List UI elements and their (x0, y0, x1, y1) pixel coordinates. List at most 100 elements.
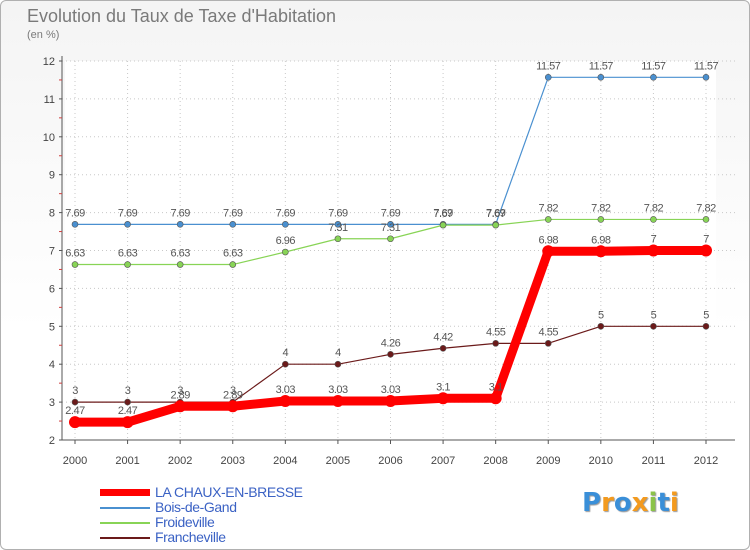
data-point (437, 392, 450, 405)
data-label: 4.55 (486, 326, 506, 338)
data-point (124, 221, 131, 228)
x-tick-label: 2003 (221, 455, 245, 467)
x-tick-label: 2008 (483, 455, 507, 467)
data-label: 3.1 (489, 381, 503, 393)
x-tick-label: 2012 (694, 455, 718, 467)
data-label: 3.03 (381, 384, 401, 396)
data-label: 7.69 (170, 207, 190, 219)
data-label: 4.42 (433, 331, 453, 343)
data-point (594, 245, 607, 258)
data-label: 3 (72, 385, 78, 397)
data-label: 3 (177, 385, 183, 397)
legend-swatch (100, 537, 150, 539)
data-point (544, 216, 552, 223)
y-tick-label: 10 (43, 132, 55, 144)
x-tick-label: 2001 (115, 455, 139, 467)
data-label: 2.47 (118, 405, 138, 417)
data-label: 4 (283, 347, 289, 359)
data-label: 5 (703, 309, 709, 321)
y-tick-label: 8 (49, 208, 55, 220)
y-tick-label: 9 (49, 170, 55, 182)
data-point (387, 221, 394, 228)
data-label: 5 (651, 309, 657, 321)
data-label: 3.1 (436, 381, 450, 393)
data-point (282, 221, 289, 228)
legend-swatch (100, 522, 150, 524)
data-point (69, 416, 81, 429)
x-tick-label: 2009 (536, 455, 560, 467)
data-point (542, 245, 555, 258)
data-label: 3 (230, 385, 236, 397)
data-label: 7.82 (539, 202, 559, 214)
data-label: 7.82 (591, 202, 611, 214)
data-label: 11.57 (641, 60, 666, 72)
legend-label: Froideville (155, 514, 215, 530)
data-label: 3.03 (276, 384, 296, 396)
data-point (597, 216, 605, 223)
proxiti-logo: Proxiti (582, 488, 679, 518)
data-label: 7.82 (696, 202, 716, 214)
data-label: 7.69 (65, 207, 85, 219)
data-label: 7.69 (223, 207, 243, 219)
data-label: 7.69 (276, 207, 296, 219)
data-label: 6.63 (170, 248, 190, 260)
data-point (331, 394, 344, 407)
data-point (282, 248, 289, 256)
unit-label: (en %) (27, 29, 60, 41)
x-tick-label: 2000 (63, 455, 87, 467)
data-point (334, 235, 342, 243)
data-point (492, 340, 499, 347)
y-tick-label: 11 (44, 94, 55, 106)
data-label: 11.57 (536, 60, 561, 72)
data-label: 7.69 (486, 207, 506, 219)
data-label: 4.26 (381, 337, 401, 349)
data-label: 11.57 (589, 60, 614, 72)
data-label: 7.82 (644, 202, 664, 214)
legend-swatch (100, 507, 150, 509)
data-label: 7.31 (381, 222, 401, 234)
data-label: 7 (651, 234, 657, 246)
data-point (702, 216, 710, 223)
x-tick-label: 2010 (589, 455, 613, 467)
legend-label: Francheville (155, 529, 226, 545)
data-label: 6.63 (65, 248, 85, 260)
data-point (700, 244, 712, 257)
data-label: 2.89 (170, 389, 190, 401)
data-label: 7.69 (118, 207, 138, 219)
data-point (229, 221, 237, 228)
chart-title: Evolution du Taux de Taxe d'Habitation (27, 6, 336, 26)
legend-label: Bois-de-Gand (155, 499, 237, 515)
data-point (334, 221, 342, 228)
data-point (71, 221, 79, 228)
data-label: 6.98 (591, 234, 611, 246)
data-label: 5 (598, 309, 604, 321)
legend-swatch (100, 489, 150, 496)
data-point (282, 360, 289, 368)
data-label: 4 (335, 347, 341, 359)
legend-label: LA CHAUX-EN-BRESSE (155, 484, 303, 500)
data-point (229, 261, 237, 268)
y-tick-label: 2 (49, 435, 55, 447)
data-point (387, 235, 394, 243)
data-label: 4.55 (539, 326, 559, 338)
data-point (702, 73, 710, 81)
data-point (176, 221, 184, 228)
x-tick-label: 2006 (378, 455, 402, 467)
data-label: 6.63 (223, 248, 243, 260)
data-label: 7.69 (328, 207, 348, 219)
data-label: 3 (125, 385, 131, 397)
data-label: 11.57 (694, 60, 719, 72)
data-point (544, 73, 552, 81)
data-point (597, 73, 605, 81)
data-point (176, 261, 184, 268)
data-point (492, 221, 499, 229)
data-point (650, 216, 657, 223)
x-tick-label: 2005 (326, 455, 350, 467)
y-tick-label: 12 (43, 56, 55, 68)
y-tick-label: 5 (49, 321, 55, 333)
data-label: 7.69 (433, 207, 453, 219)
x-tick-label: 2002 (168, 455, 192, 467)
data-point (647, 244, 660, 257)
y-tick-label: 6 (49, 283, 55, 295)
data-point (702, 322, 710, 330)
